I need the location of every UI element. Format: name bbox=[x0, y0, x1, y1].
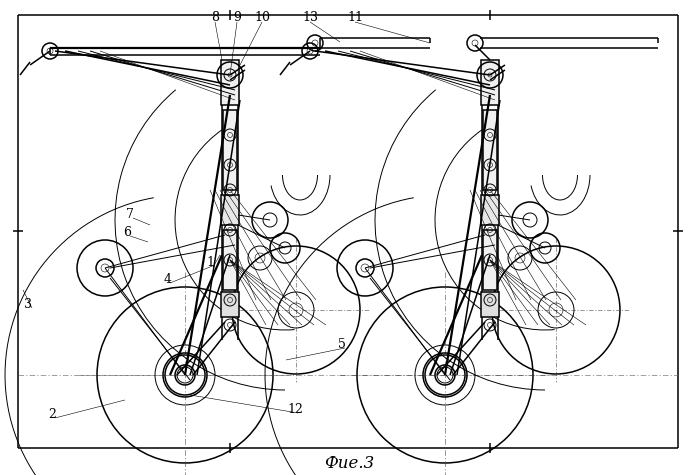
Text: 12: 12 bbox=[287, 403, 303, 417]
Text: 2: 2 bbox=[48, 408, 56, 421]
Bar bbox=[221, 60, 239, 105]
Text: 13: 13 bbox=[302, 11, 318, 25]
Bar bbox=[483, 110, 497, 190]
Bar bbox=[223, 230, 237, 290]
Text: 5: 5 bbox=[338, 339, 346, 352]
Bar bbox=[483, 230, 497, 290]
Text: 11: 11 bbox=[347, 11, 363, 25]
Bar bbox=[221, 195, 239, 225]
Bar bbox=[481, 195, 499, 225]
Bar bbox=[481, 60, 499, 105]
Bar bbox=[481, 292, 499, 317]
Bar bbox=[223, 110, 237, 190]
Bar bbox=[221, 292, 239, 317]
Text: 6: 6 bbox=[123, 227, 131, 239]
Text: 8: 8 bbox=[211, 11, 219, 25]
Text: 9: 9 bbox=[233, 11, 241, 25]
Text: Фие.3: Фие.3 bbox=[324, 456, 374, 473]
Text: 3: 3 bbox=[24, 298, 32, 312]
Text: 4: 4 bbox=[164, 274, 172, 286]
Text: 1: 1 bbox=[206, 256, 214, 269]
Text: 7: 7 bbox=[126, 209, 134, 221]
Text: 10: 10 bbox=[254, 11, 270, 25]
